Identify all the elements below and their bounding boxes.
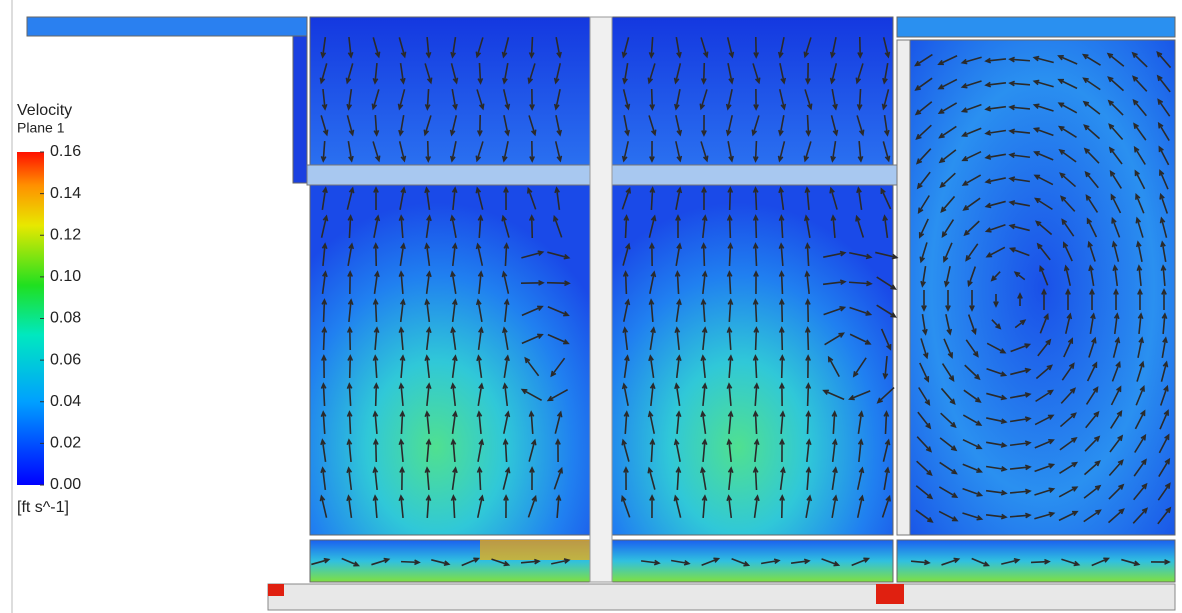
geometry bbox=[27, 17, 1175, 610]
tank-3-wall bbox=[897, 40, 910, 535]
bottom-pipe bbox=[268, 584, 1175, 610]
colorbar-label: 0.02 bbox=[50, 435, 81, 452]
velocity-plot: Velocity Plane 1 0.16 0.14 0.12 0.10 0.08 0.0… bbox=[0, 0, 1182, 613]
pipe-inlet bbox=[268, 584, 284, 596]
legend-subtitle: Plane 1 bbox=[17, 120, 65, 136]
colorbar-label: 0.00 bbox=[50, 476, 81, 493]
legend-unit: [ft s^-1] bbox=[17, 499, 69, 516]
colorbar-label: 0.14 bbox=[50, 185, 81, 202]
tank-3-channel bbox=[897, 17, 1175, 37]
tank-3 bbox=[910, 40, 1175, 535]
legend-title: Velocity bbox=[17, 102, 72, 119]
colorbar-label: 0.10 bbox=[50, 268, 81, 285]
center-wall bbox=[590, 17, 612, 582]
inlet-drop bbox=[293, 36, 307, 183]
hotspot bbox=[480, 540, 590, 560]
colorbar-label: 0.06 bbox=[50, 351, 81, 368]
colorbar-label: 0.16 bbox=[50, 143, 81, 160]
bottom-strip-3 bbox=[897, 540, 1175, 582]
tank-2-lower bbox=[612, 185, 893, 535]
bottom-strip-2 bbox=[612, 540, 893, 582]
colorbar bbox=[17, 152, 44, 485]
colorbar-label: 0.08 bbox=[50, 310, 81, 327]
pipe-hot bbox=[876, 584, 904, 604]
legend: Velocity Plane 1 0.16 0.14 0.12 0.10 0.08 0.0… bbox=[17, 102, 81, 516]
colorbar-label: 0.04 bbox=[50, 393, 81, 410]
colorbar-label: 0.12 bbox=[50, 226, 81, 243]
tank-2-upper bbox=[612, 17, 893, 165]
tank-1-upper bbox=[310, 17, 590, 165]
inlet-channel bbox=[27, 17, 307, 36]
